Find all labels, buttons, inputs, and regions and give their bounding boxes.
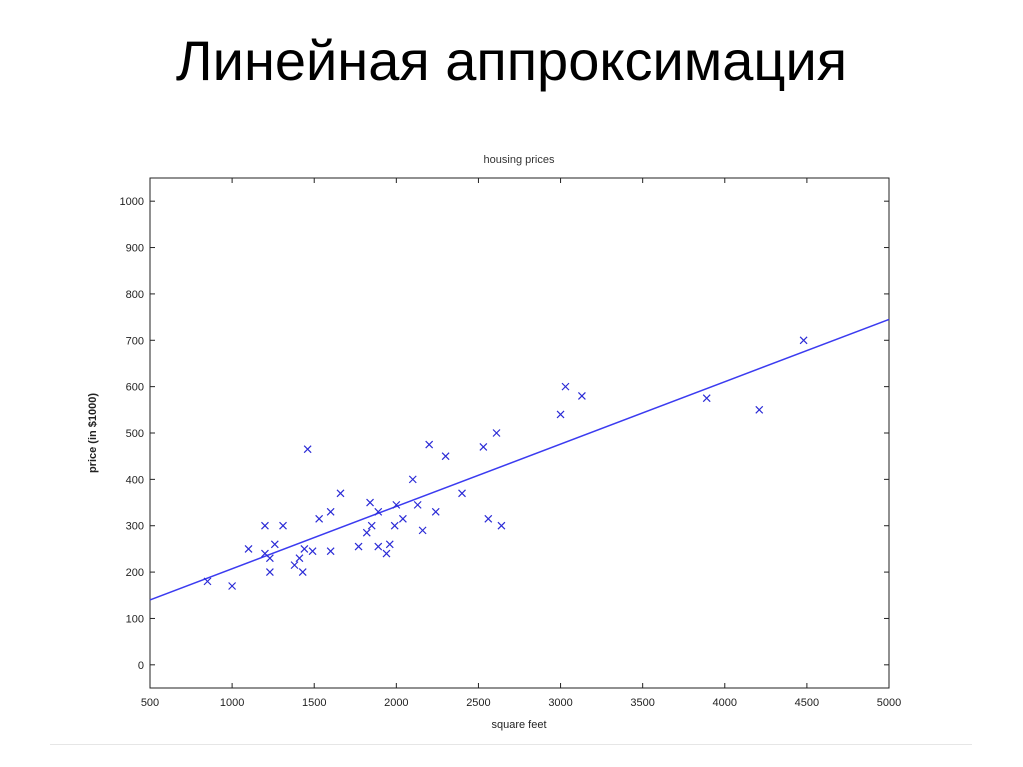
data-point	[315, 514, 324, 523]
data-point	[484, 514, 493, 523]
data-point	[577, 391, 586, 400]
data-point	[458, 489, 466, 498]
x-tick-label: 1500	[302, 697, 326, 709]
x-tick-label: 4000	[713, 697, 737, 709]
y-tick-label: 400	[126, 474, 144, 486]
x-tick-label: 2500	[466, 697, 490, 709]
y-tick-label: 500	[126, 428, 144, 440]
data-point	[265, 554, 274, 563]
data-point	[203, 577, 212, 586]
x-tick-label: 2000	[384, 697, 408, 709]
x-tick-label: 3000	[548, 697, 572, 709]
y-tick-label: 0	[138, 660, 144, 672]
y-tick-label: 300	[126, 521, 144, 533]
bottom-divider	[50, 744, 972, 745]
data-point	[398, 514, 407, 523]
y-axis-label: price (in $1000)	[87, 393, 99, 473]
data-point	[418, 526, 427, 535]
data-point	[279, 521, 287, 530]
x-axis-label: square feet	[491, 719, 546, 731]
fit-line-layer	[149, 318, 890, 601]
y-tick-label: 1000	[120, 196, 144, 208]
data-point	[392, 500, 401, 509]
y-tick-label: 800	[126, 289, 144, 301]
data-point	[367, 521, 376, 530]
regression-line	[149, 318, 890, 601]
x-tick-label: 5000	[877, 697, 901, 709]
data-point	[425, 440, 434, 449]
y-tick-label: 100	[126, 613, 144, 625]
chart-title: housing prices	[484, 154, 555, 166]
data-point	[261, 521, 269, 530]
data-point	[374, 542, 383, 551]
y-tick-label: 200	[126, 567, 144, 579]
data-point	[561, 382, 570, 391]
data-point	[702, 394, 711, 403]
data-point	[362, 528, 371, 537]
data-points	[203, 336, 808, 590]
data-point	[354, 542, 363, 551]
data-point	[479, 442, 488, 451]
data-point	[431, 507, 440, 516]
data-point	[492, 429, 501, 437]
plot-frame	[149, 177, 890, 689]
slide-title: Линейная аппроксимация	[175, 29, 848, 92]
data-point	[300, 544, 309, 553]
x-tick-label: 4500	[795, 697, 819, 709]
data-point	[374, 507, 383, 516]
data-point	[244, 544, 253, 553]
data-point	[308, 547, 317, 556]
data-point	[298, 568, 307, 577]
axis-ticks: 500 1000 1500 2000 2500 3000 3500 4000 4500 5000 0…	[120, 178, 901, 709]
y-tick-label: 600	[126, 382, 144, 394]
data-point	[295, 554, 304, 563]
data-point	[799, 336, 808, 345]
data-point	[265, 568, 274, 577]
y-tick-label: 900	[126, 243, 144, 255]
x-tick-label: 3500	[630, 697, 654, 709]
data-point	[413, 500, 422, 509]
data-point	[382, 549, 391, 558]
data-point	[228, 582, 237, 590]
data-point	[385, 540, 394, 549]
x-tick-label: 1000	[220, 697, 244, 709]
data-point	[366, 498, 374, 507]
data-point	[408, 475, 417, 484]
data-point	[755, 405, 764, 414]
data-point	[303, 445, 312, 454]
y-tick-label: 700	[126, 335, 144, 347]
data-point	[326, 547, 335, 556]
data-point	[441, 452, 450, 461]
x-tick-label: 500	[141, 697, 159, 709]
data-point	[290, 561, 299, 570]
data-point	[336, 489, 345, 498]
data-point	[497, 521, 506, 530]
data-point	[270, 540, 279, 549]
data-point	[556, 410, 565, 419]
data-point	[390, 521, 399, 530]
data-point	[326, 507, 335, 516]
